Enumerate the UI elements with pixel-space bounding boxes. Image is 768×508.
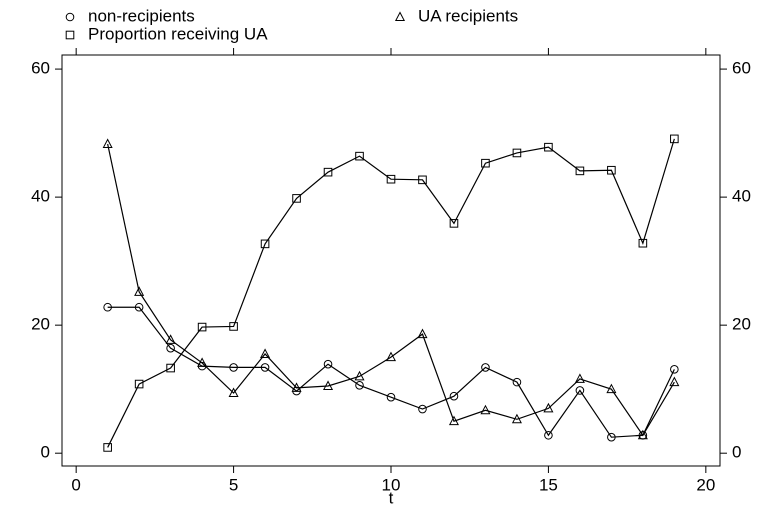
legend-label: UA recipients [418,6,518,25]
marker-square [638,238,648,248]
y2-tick-label: 0 [732,443,741,462]
marker-square [418,175,427,185]
marker-triangle [197,357,208,367]
marker-circle [575,386,585,395]
series-line [107,143,675,437]
marker-square [166,363,175,373]
y-tick-label: 60 [31,59,50,78]
marker-circle [481,363,490,372]
marker-circle [103,302,112,312]
marker-triangle [448,415,459,426]
marker-square [449,219,459,228]
marker-triangle [228,387,239,398]
marker-circle [166,343,175,353]
marker-square [575,166,585,176]
marker-triangle [606,383,617,394]
y-tick-label: 40 [31,187,50,206]
marker-square [292,194,301,203]
marker-square [229,322,238,331]
legend-label: Proportion receiving UA [88,24,268,43]
marker-square [607,165,616,175]
legend-marker [394,11,406,21]
marker-circle [134,302,144,312]
marker-triangle [480,404,491,415]
marker-circle [229,363,238,372]
legend-marker [65,30,75,40]
legend-marker [65,12,75,22]
marker-square [103,443,112,452]
y-tick-label: 20 [31,315,50,334]
marker-triangle [291,382,302,392]
y-tick-label: 0 [41,443,50,462]
marker-circle [323,359,333,369]
marker-square [197,322,207,332]
marker-square [260,239,270,249]
x-tick-label: 0 [71,475,80,494]
marker-circle [355,381,364,390]
x-tick-label: 5 [229,475,238,494]
marker-triangle [323,380,334,390]
marker-square [134,379,144,389]
marker-triangle [260,348,271,358]
marker-triangle [134,286,145,296]
marker-square [323,167,333,177]
marker-triangle [417,328,428,339]
marker-triangle [637,429,648,440]
x-tick-label: 15 [539,475,558,494]
marker-circle [670,365,679,374]
series-line [107,138,675,448]
marker-triangle [669,376,680,387]
x-tick-label: 20 [696,475,715,494]
marker-circle [260,363,270,372]
marker-square [386,174,396,184]
series-line [107,306,675,438]
marker-square [544,142,553,152]
marker-square [670,134,679,144]
marker-triangle [511,413,522,424]
marker-triangle [385,351,397,362]
marker-circle [386,392,396,402]
y2-tick-label: 40 [732,187,751,206]
marker-triangle [543,402,554,413]
marker-circle [418,404,427,414]
marker-square [481,158,490,168]
marker-circle [544,430,553,440]
marker-triangle [102,138,113,148]
y2-tick-label: 60 [732,59,751,78]
marker-triangle [354,370,365,381]
x-tick-label: 10 [382,475,401,494]
x-axis-label: t [389,488,394,507]
marker-square [355,151,364,161]
marker-triangle [165,334,176,344]
marker-triangle [574,373,585,383]
marker-square [512,148,522,158]
marker-circle [449,391,459,401]
legend-label: non-recipients [88,6,195,25]
marker-circle [512,377,522,387]
marker-circle [607,432,616,442]
y2-tick-label: 20 [732,315,751,334]
